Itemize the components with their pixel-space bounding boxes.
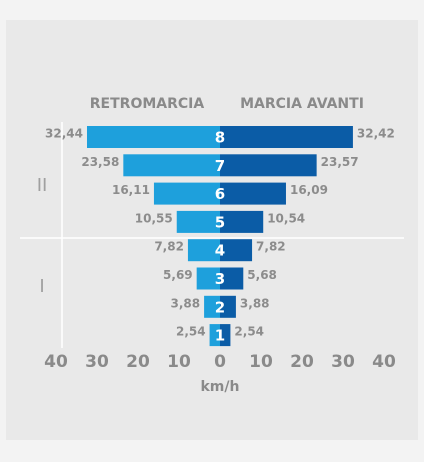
x-tick-label: 40 [44,352,68,372]
value-label: 23,57 [321,155,359,169]
bar-right [220,267,244,290]
gear-label: 7 [215,157,225,175]
value-label: 2,54 [176,325,206,339]
value-label: 32,42 [357,127,395,141]
gear-label: 8 [215,129,225,147]
x-tick-label: 20 [126,352,150,372]
bar-right [220,324,231,347]
bar-left [176,210,220,233]
group-label: II [37,175,48,196]
x-tick-label: 10 [249,352,273,372]
x-axis-label: km/h [201,379,240,395]
x-tick-label: 30 [331,352,355,372]
value-label: 3,88 [170,296,200,310]
bar-left [153,182,220,205]
value-label: 10,54 [267,211,305,225]
x-tick-label: 0 [214,352,226,372]
bar-left [86,126,220,148]
value-label: 7,82 [154,240,184,254]
value-label: 16,09 [290,183,328,197]
value-label: 2,54 [234,325,264,339]
value-label: 7,82 [256,240,286,254]
value-label: 5,69 [163,268,193,282]
bar-right [220,154,317,177]
bar-right [220,295,236,318]
gear-label: 6 [215,185,225,203]
x-tick-label: 20 [290,352,314,372]
value-label: 23,58 [81,155,119,169]
value-label: 3,88 [240,296,270,310]
legend-right: MARCIA AVANTI [240,96,364,112]
bar-right [220,210,264,233]
value-label: 32,44 [45,127,83,141]
x-tick-label: 10 [167,352,191,372]
bar-right [220,182,286,205]
gear-label: 1 [215,327,225,345]
bar-right [220,239,253,262]
value-label: 16,11 [112,183,150,197]
bar-right [220,126,353,148]
bar-left [209,324,220,347]
gear-label: 4 [215,242,225,260]
gear-label: 5 [215,213,225,231]
bar-left [204,295,220,318]
bar-left [196,267,220,290]
gear-label: 3 [215,270,225,288]
group-label: I [39,276,44,297]
x-tick-label: 30 [85,352,109,372]
legend-left: RETROMARCIA [90,96,205,112]
value-label: 10,55 [135,211,173,225]
value-label: 5,68 [247,268,277,282]
bar-left [123,154,220,177]
gear-label: 2 [215,298,225,316]
x-tick-label: 40 [372,352,396,372]
bar-left [187,239,220,262]
